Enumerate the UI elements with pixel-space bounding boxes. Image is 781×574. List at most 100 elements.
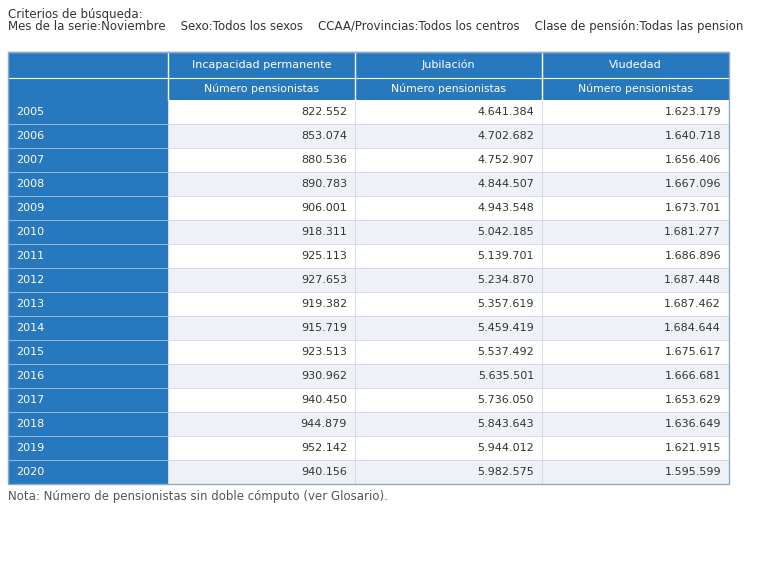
Bar — [542, 220, 729, 244]
Text: 4.641.384: 4.641.384 — [477, 107, 534, 117]
Text: 944.879: 944.879 — [301, 419, 347, 429]
Bar — [542, 78, 729, 100]
Bar — [355, 220, 542, 244]
Text: 2020: 2020 — [16, 467, 45, 477]
Text: Mes de la serie:Noviembre    Sexo:Todos los sexos    CCAA/Provincias:Todos los c: Mes de la serie:Noviembre Sexo:Todos los… — [8, 20, 744, 33]
Text: 4.752.907: 4.752.907 — [477, 155, 534, 165]
Text: 1.595.599: 1.595.599 — [665, 467, 721, 477]
Text: Número pensionistas: Número pensionistas — [391, 84, 506, 94]
Bar — [8, 268, 168, 292]
Text: 2017: 2017 — [16, 395, 45, 405]
Bar — [542, 172, 729, 196]
Bar — [542, 148, 729, 172]
Bar — [8, 460, 168, 484]
Bar — [168, 292, 355, 316]
Text: Incapacidad permanente: Incapacidad permanente — [192, 60, 331, 70]
Bar — [355, 460, 542, 484]
Bar — [8, 388, 168, 412]
Bar — [8, 412, 168, 436]
Bar — [168, 78, 355, 100]
Bar — [168, 100, 355, 124]
Bar — [542, 52, 729, 78]
Text: 915.719: 915.719 — [301, 323, 347, 333]
Text: 4.702.682: 4.702.682 — [477, 131, 534, 141]
Bar — [355, 52, 542, 78]
Bar — [542, 388, 729, 412]
Bar — [542, 292, 729, 316]
Text: 1.623.179: 1.623.179 — [665, 107, 721, 117]
Bar — [8, 292, 168, 316]
Text: 1.656.406: 1.656.406 — [665, 155, 721, 165]
Text: 2014: 2014 — [16, 323, 45, 333]
Text: 4.943.548: 4.943.548 — [477, 203, 534, 213]
Bar — [8, 364, 168, 388]
Bar — [168, 388, 355, 412]
Text: Jubilación: Jubilación — [422, 60, 476, 70]
Text: 2012: 2012 — [16, 275, 45, 285]
Text: 5.234.870: 5.234.870 — [477, 275, 534, 285]
Bar — [542, 100, 729, 124]
Bar — [8, 196, 168, 220]
Bar — [168, 244, 355, 268]
Text: 923.513: 923.513 — [301, 347, 347, 357]
Text: 1.675.617: 1.675.617 — [665, 347, 721, 357]
Text: 5.042.185: 5.042.185 — [477, 227, 534, 237]
Bar — [168, 340, 355, 364]
Bar — [542, 460, 729, 484]
Text: 853.074: 853.074 — [301, 131, 347, 141]
Bar — [542, 244, 729, 268]
Text: Número pensionistas: Número pensionistas — [204, 84, 319, 94]
Text: 2008: 2008 — [16, 179, 45, 189]
Bar — [8, 172, 168, 196]
Text: Nota: Número de pensionistas sin doble cómputo (ver Glosario).: Nota: Número de pensionistas sin doble c… — [8, 490, 388, 503]
Bar — [168, 124, 355, 148]
Text: 906.001: 906.001 — [301, 203, 347, 213]
Text: 940.450: 940.450 — [301, 395, 347, 405]
Text: 5.982.575: 5.982.575 — [477, 467, 534, 477]
Text: 2011: 2011 — [16, 251, 44, 261]
Bar — [355, 100, 542, 124]
Text: 1.686.896: 1.686.896 — [665, 251, 721, 261]
Text: 2010: 2010 — [16, 227, 44, 237]
Bar — [355, 148, 542, 172]
Bar — [542, 316, 729, 340]
Bar — [8, 316, 168, 340]
Text: 5.537.492: 5.537.492 — [477, 347, 534, 357]
Text: 1.621.915: 1.621.915 — [665, 443, 721, 453]
Text: 918.311: 918.311 — [301, 227, 347, 237]
Bar — [355, 78, 542, 100]
Bar — [355, 436, 542, 460]
Text: 2016: 2016 — [16, 371, 44, 381]
Text: 880.536: 880.536 — [301, 155, 347, 165]
Text: 927.653: 927.653 — [301, 275, 347, 285]
Text: 1.653.629: 1.653.629 — [665, 395, 721, 405]
Bar — [355, 364, 542, 388]
Text: 822.552: 822.552 — [301, 107, 347, 117]
Text: 5.357.619: 5.357.619 — [477, 299, 534, 309]
Bar — [8, 436, 168, 460]
Text: 1.687.448: 1.687.448 — [664, 275, 721, 285]
Text: 1.636.649: 1.636.649 — [665, 419, 721, 429]
Text: 1.640.718: 1.640.718 — [665, 131, 721, 141]
Bar — [542, 196, 729, 220]
Bar — [542, 436, 729, 460]
Text: Número pensionistas: Número pensionistas — [578, 84, 693, 94]
Bar — [168, 268, 355, 292]
Bar — [355, 388, 542, 412]
Bar — [8, 78, 168, 100]
Text: 930.962: 930.962 — [301, 371, 347, 381]
Text: 940.156: 940.156 — [301, 467, 347, 477]
Bar — [355, 412, 542, 436]
Bar — [168, 52, 355, 78]
Text: 925.113: 925.113 — [301, 251, 347, 261]
Bar — [542, 340, 729, 364]
Bar — [168, 316, 355, 340]
Bar — [8, 52, 168, 78]
Bar — [355, 316, 542, 340]
Text: 2007: 2007 — [16, 155, 45, 165]
Bar — [168, 196, 355, 220]
Bar — [168, 364, 355, 388]
Text: 2019: 2019 — [16, 443, 45, 453]
Bar — [168, 436, 355, 460]
Text: 5.736.050: 5.736.050 — [478, 395, 534, 405]
